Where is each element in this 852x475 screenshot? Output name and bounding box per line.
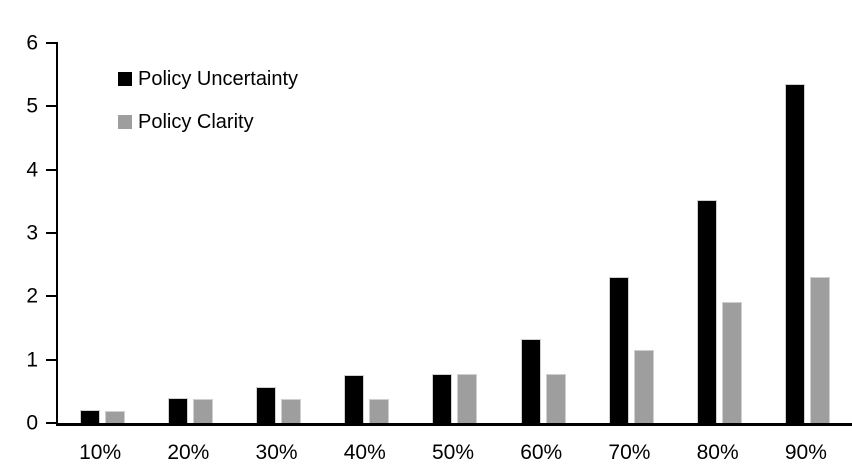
- bar-policy-uncertainty-50pct: [432, 373, 453, 423]
- bar-policy-clarity-30pct: [281, 398, 302, 423]
- bar-policy-uncertainty-70pct: [608, 276, 629, 423]
- bar-policy-uncertainty-10pct: [79, 410, 100, 423]
- legend-swatch-policy-uncertainty: [118, 72, 132, 86]
- bar-policy-clarity-50pct: [457, 374, 478, 423]
- x-axis-tick-label: 40%: [343, 441, 386, 464]
- y-axis-tick: [46, 295, 58, 298]
- x-axis-tick-label: 30%: [255, 441, 298, 464]
- x-axis-labels: 10% 20% 30% 40% 50% 60% 70% 80% 90%: [56, 441, 850, 464]
- y-axis-tick: [46, 168, 58, 171]
- bar-policy-clarity-20pct: [192, 398, 213, 423]
- bars: [58, 43, 852, 423]
- bar-policy-clarity-60pct: [545, 374, 566, 423]
- y-axis-tick-label: 2: [26, 284, 38, 308]
- y-axis-tick-label: 4: [26, 158, 38, 182]
- y-axis-tick-label: 5: [26, 94, 38, 118]
- legend-item-policy-uncertainty: Policy Uncertainty: [118, 66, 298, 92]
- legend-item-policy-clarity: Policy Clarity: [118, 109, 298, 135]
- bar-policy-uncertainty-30pct: [256, 386, 277, 423]
- x-axis-tick-label: 90%: [784, 441, 827, 464]
- bar-policy-clarity-10pct: [104, 410, 125, 423]
- y-axis-tick-label: 1: [26, 348, 38, 372]
- bar-policy-uncertainty-20pct: [167, 398, 188, 423]
- bar-policy-uncertainty-90pct: [785, 84, 806, 423]
- bar-policy-uncertainty-80pct: [697, 200, 718, 423]
- bar-group-50pct: [411, 43, 499, 423]
- bar-group-40pct: [323, 43, 411, 423]
- legend-swatch-policy-clarity: [118, 115, 132, 129]
- x-axis-tick-label: 60%: [520, 441, 563, 464]
- x-axis-tick-label: 70%: [608, 441, 651, 464]
- legend-label-policy-clarity: Policy Clarity: [138, 110, 254, 133]
- y-axis-tick: [46, 42, 58, 44]
- y-axis-tick: [46, 232, 58, 234]
- bar-policy-clarity-90pct: [810, 277, 831, 423]
- bar-policy-uncertainty-40pct: [344, 374, 365, 423]
- y-axis-tick-label: 6: [26, 31, 38, 55]
- y-axis-tick: [46, 105, 58, 108]
- bar-group-60pct: [499, 43, 587, 423]
- plot-area: [46, 42, 852, 426]
- bar-policy-uncertainty-60pct: [520, 338, 541, 423]
- bar-policy-clarity-70pct: [633, 350, 654, 423]
- bar-group-10pct: [58, 43, 146, 423]
- bar-policy-clarity-40pct: [369, 398, 390, 423]
- legend-label-policy-uncertainty: Policy Uncertainty: [138, 67, 299, 90]
- x-axis-tick-label: 20%: [167, 441, 210, 464]
- y-axis-labels: 0 1 2 3 4 5 6: [0, 33, 38, 434]
- bar-group-80pct: [676, 43, 764, 423]
- y-axis-tick: [46, 358, 58, 361]
- legend: Policy Uncertainty Policy Clarity: [118, 66, 298, 152]
- y-axis-tick: [46, 422, 58, 424]
- bar-group-90pct: [764, 43, 852, 423]
- y-axis-tick-label: 3: [26, 221, 38, 245]
- x-axis-tick-label: 50%: [431, 441, 474, 464]
- y-axis-tick-label: 0: [26, 411, 38, 435]
- bar-group-20pct: [146, 43, 234, 423]
- x-axis-tick-label: 10%: [79, 441, 122, 464]
- x-axis-tick-label: 80%: [696, 441, 739, 464]
- bar-group-30pct: [234, 43, 322, 423]
- bar-policy-clarity-80pct: [722, 302, 743, 423]
- bar-group-70pct: [587, 43, 675, 423]
